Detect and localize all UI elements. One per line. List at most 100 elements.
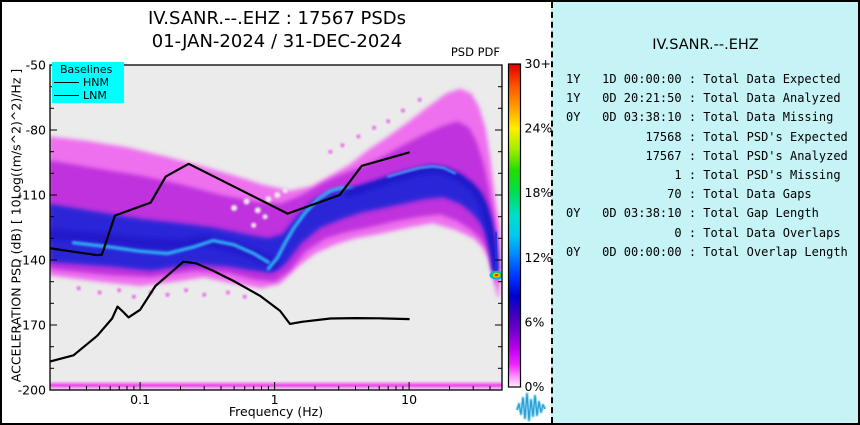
pdf-speckle [417,97,422,102]
baselines-legend: Baselines HNM LNM [52,62,124,103]
pdf-speckle [131,294,136,299]
pdf-speckle [242,294,247,299]
stat-row: 17568 : Total PSD's Expected [566,128,858,147]
pdf-streak-cyan-arc [266,185,355,271]
pdf-band-blue-core [50,169,496,278]
baseline-hnm [50,151,410,257]
pdf-hotspot-ring [494,274,499,277]
pdf-speckle [254,207,261,214]
pdf-speckle [372,125,377,130]
legend-item-lnm: LNM [52,89,124,102]
y-axis-label: ACCELERATION PSD (dB) [ 10Log((m/s^2)^2)… [8,68,24,383]
pdf-bottom-strip-core [50,384,502,387]
pdf-band-mid-violet [50,121,498,286]
stat-separator: : [681,206,704,221]
pdf-hotspot-ring [493,273,500,278]
pdf-speckle [225,290,230,295]
pdf-heatmap[interactable] [49,88,504,389]
pdf-hotspot-ring [491,272,502,279]
plot-background [50,65,502,390]
stat-separator: : [681,244,704,259]
pdf-speckle [202,292,207,297]
colorbar-label: 24% [525,121,553,136]
pdf-streak-cyan-low [71,238,271,264]
stat-row: 70 : Total Data Gaps [566,185,858,204]
psd-pdf-label: PSD PDF [450,45,500,59]
stat-value: 70 [667,187,682,202]
colorbar-label: 12% [525,250,553,265]
x-axis-label: Frequency (Hz) [228,404,324,419]
legend-label-lnm: LNM [83,89,107,102]
pdf-speckle [356,134,361,139]
pdf-speckle [97,290,102,295]
stat-label: Total Data Analyzed [703,91,841,106]
stat-value: 0Y 0D 03:38:10 [566,206,682,221]
stat-separator: : [681,110,704,125]
pdf-speckle [231,205,238,211]
pdf-speckle [117,288,122,293]
stat-value: 1Y 1D 00:00:00 [566,72,682,86]
stat-separator: : [681,129,704,144]
stat-row: 0Y 0D 03:38:10 : Total Data Missing [566,108,858,127]
stat-separator: : [681,168,704,183]
legend-title: Baselines [60,63,113,76]
pdf-speckle [148,290,153,295]
legend-item-hnm: HNM [52,76,124,89]
pdf-streak-plunge [493,231,499,272]
stat-separator: : [681,91,704,106]
stat-row: 0Y 0D 00:00:00 : Total Overlap Length [566,243,858,262]
statistics-panel-title: IV.SANR.--.EHZ [652,37,759,53]
stat-row: 1Y 1D 00:00:00 : Total Data Expected [566,70,858,89]
stat-separator: : [681,187,704,202]
stat-row: 1 : Total PSD's Missing [566,166,858,185]
y-tick-label: -80 [26,123,46,138]
plot-border [49,64,503,391]
pdf-speckle [282,188,288,194]
stat-value: 17568 [645,129,682,144]
baseline-lnm [50,260,410,363]
y-tick-label: -50 [26,58,46,73]
stat-label: Total Overlap Length [703,244,848,259]
stat-row: 17567 : Total PSD's Analyzed [566,147,858,166]
colorbar-label: 18% [525,185,553,200]
stat-label: Total PSD's Expected [703,129,848,144]
pdf-speckle [184,288,189,293]
pdf-streak-navy-ridge [344,165,499,273]
colorbar-label: 30+ [525,56,551,71]
stat-label: Total Gap Length [703,206,819,221]
pdf-speckle [265,196,272,203]
pdf-speckle [340,143,345,148]
pdf-speckle [243,198,250,205]
pdf-speckle [328,149,333,154]
stat-value: 1Y 0D 20:21:50 [566,91,682,106]
stat-label: Total PSD's Missing [703,168,841,183]
plot-title-line1: IV.SANR.--.EHZ : 17567 PSDs [147,8,407,29]
stat-separator: : [681,225,704,240]
stat-row: 1Y 0D 20:21:50 : Total Data Analyzed [566,89,858,108]
pdf-speckle [386,119,391,124]
pdf-streak-navy-low [50,229,280,270]
stat-label: Total Data Overlaps [703,225,841,240]
pdf-band-outer-magenta [50,88,501,299]
stat-value: 17567 [645,148,682,163]
pdf-speckle [274,192,281,198]
stat-separator: : [681,148,704,163]
statistics-panel: IV.SANR.--.EHZ 1Y 1D 00:00:00 : Total Da… [551,2,858,423]
stat-label: Total Data Expected [703,72,841,86]
plot-title: IV.SANR.--.EHZ : 17567 PSDs 01-JAN-2024 … [2,7,552,53]
axis-ticks: 0.1 1 10-50-80-110-140-170-200 [18,58,502,407]
stat-label: Total PSD's Analyzed [703,148,848,163]
pdf-speckle [76,286,81,291]
pdf-speckle [400,108,405,113]
stat-label: Total Data Missing [703,110,834,125]
colorbar-label: 6% [525,314,545,329]
colorbar [507,63,522,388]
pdf-speckle [251,222,257,228]
stat-value: 1 [674,168,682,183]
waveform-logo [514,391,548,423]
pdf-hotspot-ring [489,270,502,280]
stat-value: 0Y 0D 03:38:10 [566,110,682,125]
hnm-line-swatch [54,82,79,83]
stat-value: 0Y 0D 00:00:00 [566,244,682,259]
